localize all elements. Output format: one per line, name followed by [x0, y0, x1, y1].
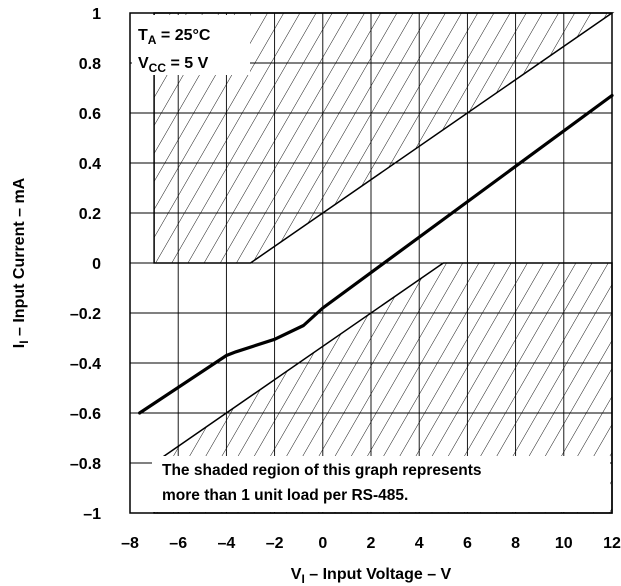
y-tick-label: 0.2 [79, 206, 101, 223]
note-box [152, 456, 610, 512]
x-tick-label: 2 [367, 535, 376, 552]
x-tick-label: –8 [121, 535, 139, 552]
temperature-symbol: T [138, 27, 148, 44]
temperature-value: = 25°C [156, 27, 210, 44]
y-tick-label: 0.4 [79, 156, 101, 173]
temperature-condition: TA = 25°C [138, 27, 211, 47]
x-tick-label: –6 [169, 535, 187, 552]
x-tick-label: 8 [511, 535, 520, 552]
series-line [138, 93, 614, 415]
x-tick-label: 0 [318, 535, 327, 552]
y-tick-label: 1 [92, 6, 101, 23]
y-tick-label: 0.6 [79, 106, 101, 123]
supply-voltage-condition: VCC = 5 V [138, 55, 209, 75]
y-tick-label: –0.4 [70, 356, 101, 373]
y-tick-label: –0.2 [70, 306, 101, 323]
shaded-regions [154, 13, 612, 513]
x-axis-symbol: V [291, 566, 302, 583]
y-tick-label: 0 [92, 256, 101, 273]
conditions-box [132, 15, 250, 75]
x-axis-label: VI – Input Voltage – V [291, 566, 452, 586]
x-tick-label: 4 [415, 535, 424, 552]
x-tick-label: –4 [218, 535, 236, 552]
x-tick-label: 12 [603, 535, 621, 552]
temperature-subscript: A [148, 33, 157, 47]
supply-value: = 5 V [166, 55, 209, 72]
y-tick-label: –0.8 [70, 456, 101, 473]
y-tick-label: –1 [83, 506, 101, 523]
x-tick-label: –2 [266, 535, 284, 552]
x-axis-subscript: I [301, 572, 304, 586]
plot-frame [129, 12, 613, 514]
y-axis-symbol: I [11, 344, 28, 348]
x-axis-text: – Input Voltage – V [305, 566, 452, 583]
series [138, 93, 614, 415]
y-tick-label: –0.6 [70, 406, 101, 423]
x-tick-labels: –8 –6 –4 –2 0 2 4 6 8 10 12 [121, 535, 621, 552]
note-line-1: The shaded region of this graph represen… [162, 462, 482, 479]
shaded-region [154, 13, 612, 263]
y-axis-subscript: I [17, 340, 31, 343]
y-tick-labels: 1 0.8 0.6 0.4 0.2 0 –0.2 –0.4 –0.6 –0.8 –1 [70, 6, 101, 523]
y-axis-label: II – Input Current – mA [11, 177, 31, 348]
y-tick-label: 0.8 [79, 56, 101, 73]
supply-subscript: CC [149, 61, 167, 75]
x-tick-label: 6 [463, 535, 472, 552]
y-axis-text: – Input Current – mA [11, 177, 28, 340]
note-line-2: more than 1 unit load per RS-485. [162, 487, 408, 504]
shaded-region [154, 263, 612, 513]
x-tick-label: 10 [555, 535, 573, 552]
supply-symbol: V [138, 55, 149, 72]
